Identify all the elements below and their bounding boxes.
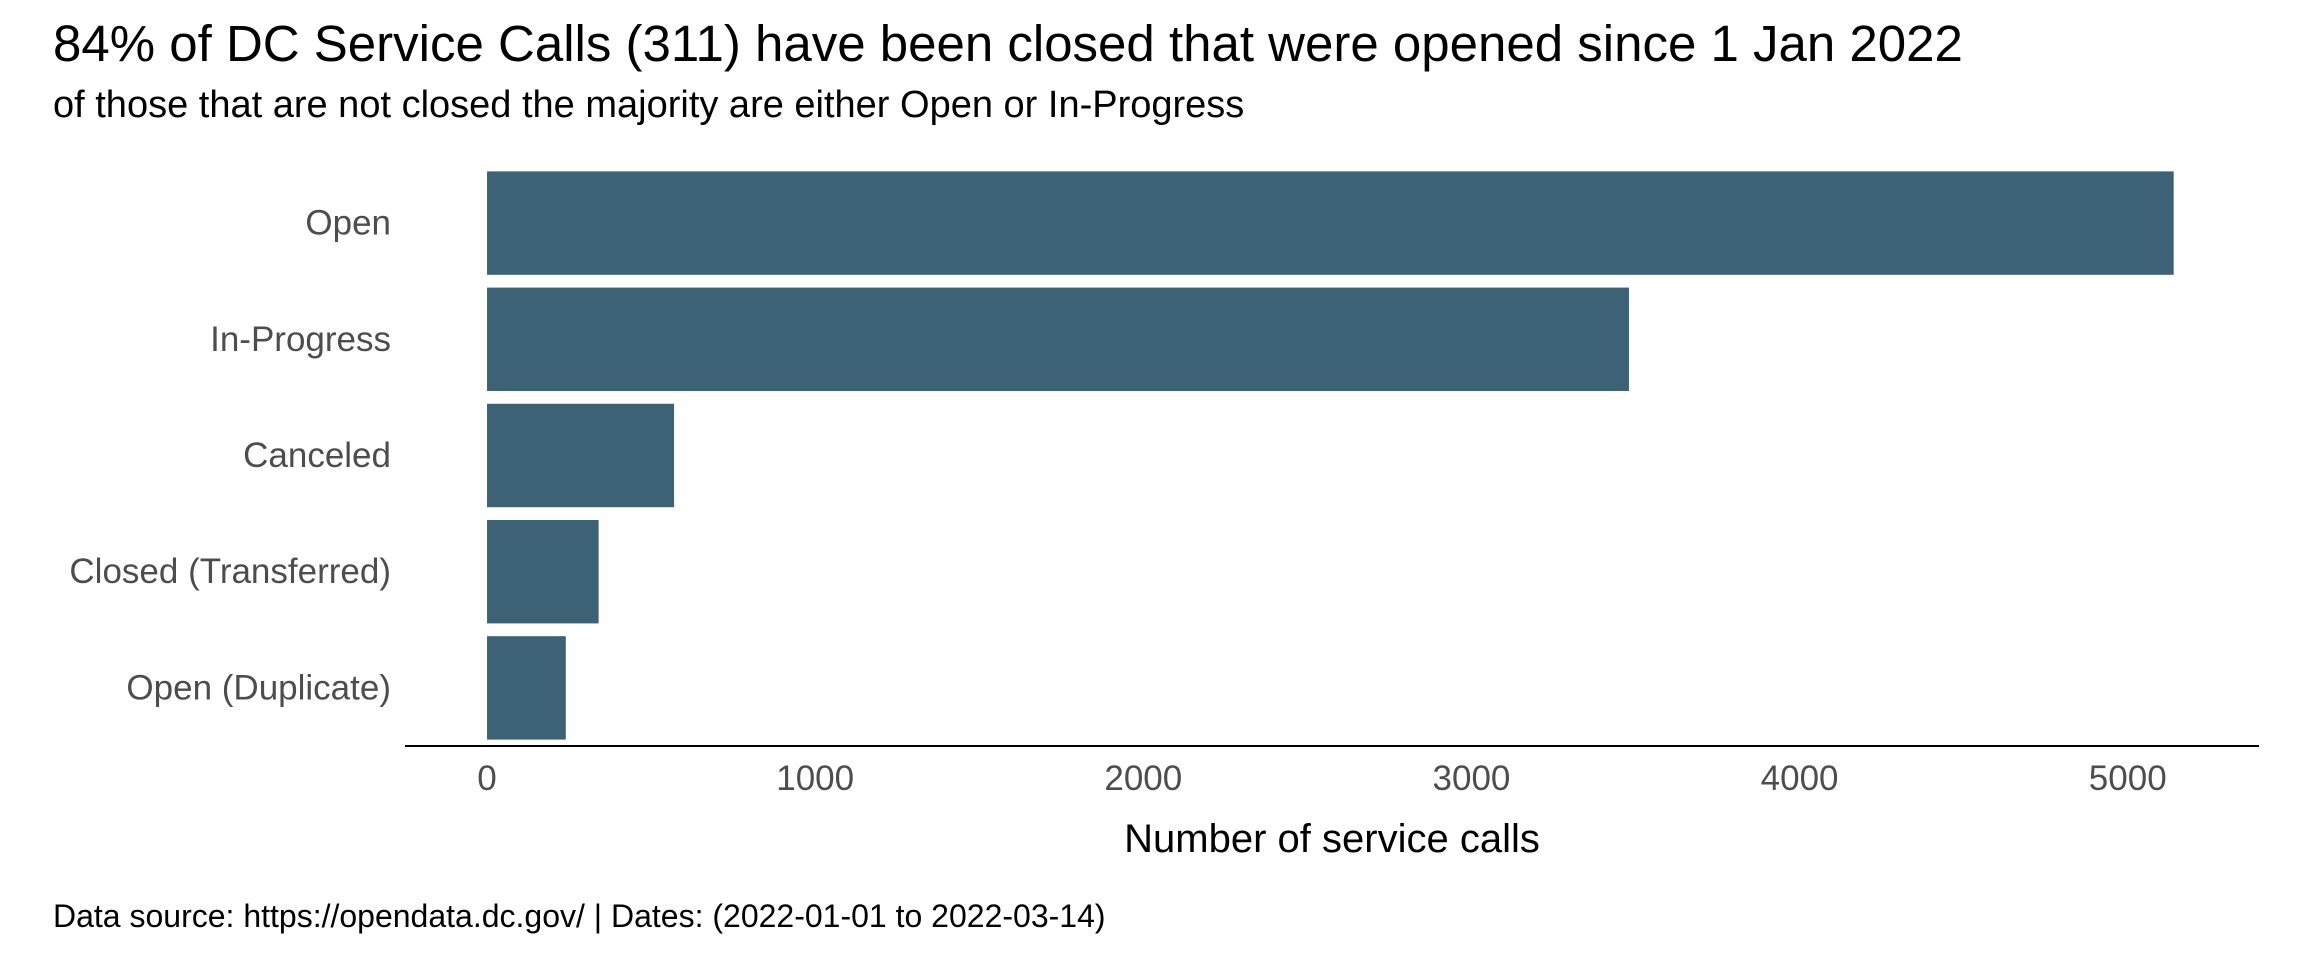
bar-open — [487, 171, 2174, 275]
bars-group — [487, 171, 2174, 740]
x-tick-label: 5000 — [2089, 759, 2167, 798]
y-tick-label: Open — [305, 204, 391, 243]
y-tick-label: Canceled — [243, 436, 391, 475]
bar-canceled — [487, 403, 675, 508]
x-axis-title: Number of service calls — [1124, 817, 1540, 861]
y-tick-label: In-Progress — [210, 320, 391, 359]
x-tick-label: 3000 — [1433, 759, 1511, 798]
x-tick-label: 4000 — [1761, 759, 1839, 798]
chart-title: 84% of DC Service Calls (311) have been … — [53, 15, 1963, 72]
bar-open-duplicate — [487, 636, 566, 740]
chart-caption: Data source: https://opendata.dc.gov/ | … — [53, 898, 1106, 934]
x-tick-label: 1000 — [776, 759, 854, 798]
x-axis-ticks: 0 1000 2000 3000 4000 5000 — [477, 759, 2166, 798]
x-tick-label: 2000 — [1104, 759, 1182, 798]
bar-in-progress — [487, 287, 1629, 392]
bar-closed-transferred — [487, 519, 599, 624]
y-axis-labels: Open In-Progress Canceled Closed (Transferr… — [69, 204, 391, 708]
x-tick-label: 0 — [477, 759, 496, 798]
chart-subtitle: of those that are not closed the majorit… — [53, 84, 1245, 126]
y-tick-label: Closed (Transferred) — [69, 552, 391, 591]
y-tick-label: Open (Duplicate) — [126, 668, 391, 707]
